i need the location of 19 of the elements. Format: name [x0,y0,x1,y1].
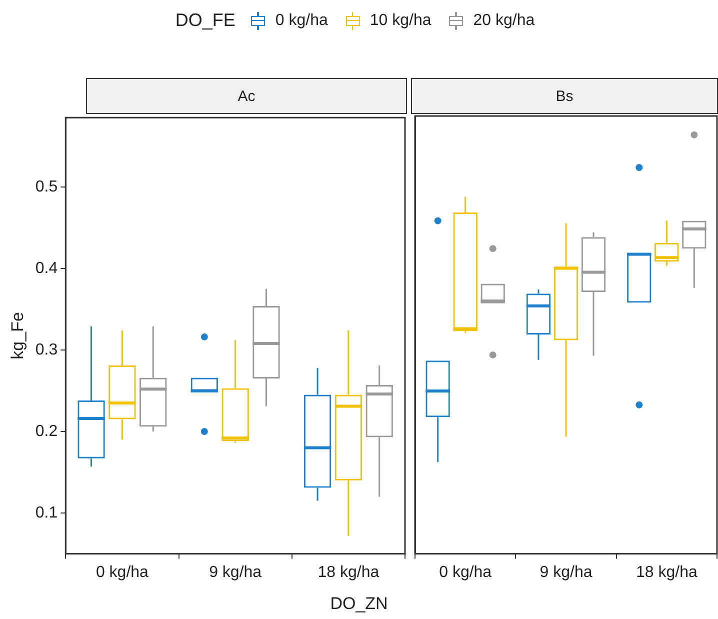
y-tick-label: 0.5 [35,178,58,196]
legend-label: 10 kg/ha [370,12,432,30]
y-axis-title: kg_Fe [8,312,27,360]
x-tick-label: 18 kg/ha [318,564,380,581]
x-tick-label: 9 kg/ha [540,564,592,581]
y-tick-label: 0.1 [35,504,58,522]
x-tick-label: 0 kg/ha [96,564,149,581]
y-tick-label: 0.4 [35,260,58,277]
y-tick-label: 0.3 [35,341,58,358]
y-tick-label: 0.2 [35,422,58,440]
legend-title: DO_FE [175,10,236,31]
x-tick-label: 9 kg/ha [209,564,262,581]
chart-title: Bs [411,78,718,114]
chart-title: Ac [86,78,407,114]
x-axis-title: DO_ZN [329,594,389,614]
x-tick-label: 0 kg/ha [439,564,492,581]
legend-label: 20 kg/ha [473,12,535,30]
legend-label: 0 kg/ha [275,12,328,30]
x-tick-label: 18 kg/ha [636,564,698,581]
